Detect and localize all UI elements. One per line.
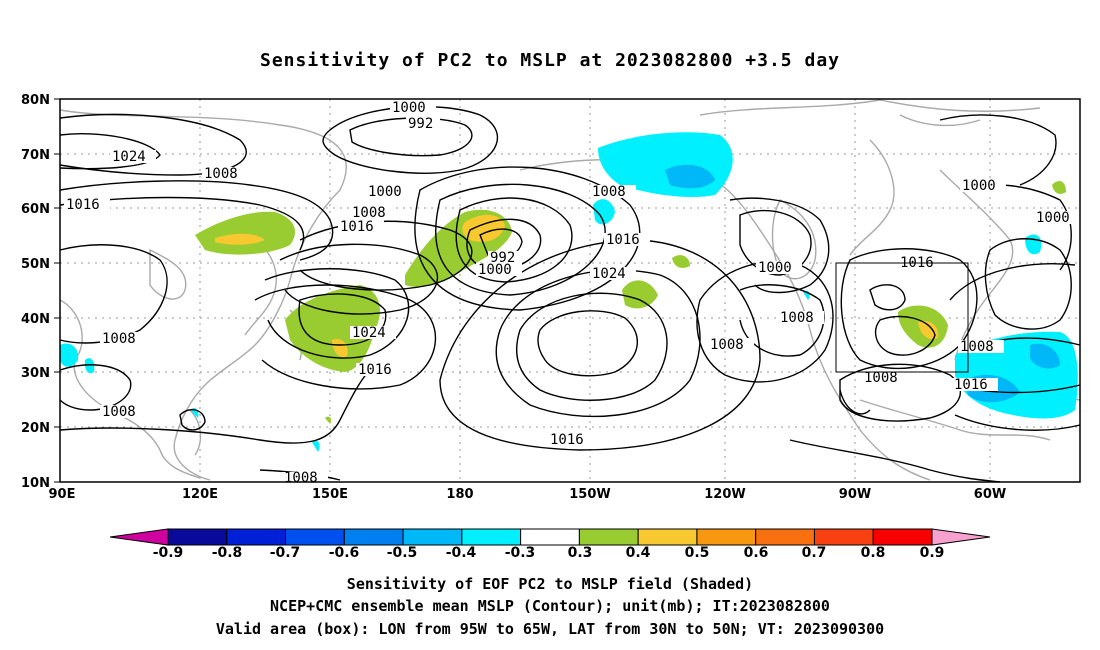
sensitivity-shading	[60, 132, 1078, 452]
contour-label: 1008	[102, 404, 136, 420]
contour-label: 1024	[592, 266, 626, 282]
map-border	[59, 98, 1081, 483]
contour-label: 1000	[962, 178, 996, 194]
caption-valid-area: Valid area (box): LON from 95W to 65W, L…	[215, 620, 885, 638]
lon-label: 180	[446, 487, 473, 502]
contour-label: 1016	[358, 362, 392, 378]
colorbar-cell	[461, 528, 522, 546]
lat-label: 20N	[21, 421, 50, 436]
colorbar-label: -0.6	[329, 545, 360, 561]
contour-label: 1000	[1036, 210, 1070, 226]
contour-label: 1000	[392, 100, 426, 116]
colorbar-cell	[813, 528, 874, 546]
colorbar-label: -0.8	[212, 545, 243, 561]
lon-label: 150E	[312, 487, 348, 502]
lat-label: 10N	[21, 476, 50, 491]
lon-label: 120E	[182, 487, 218, 502]
lat-label: 70N	[21, 148, 50, 163]
lat-label: 80N	[21, 93, 50, 108]
lat-label: 40N	[21, 312, 50, 327]
contour-label: 1000	[758, 260, 792, 276]
longitude-labels: 90E 120E 150E 180 150W 120W 90W 60W	[49, 487, 1007, 502]
map-background	[60, 99, 1080, 482]
colorbar-label: -0.5	[387, 545, 418, 561]
contour-label: 1016	[66, 197, 100, 213]
caption-shading: Sensitivity of EOF PC2 to MSLP field (Sh…	[346, 575, 754, 593]
colorbar-labels: -0.9 -0.8 -0.7 -0.6 -0.5 -0.4 -0.3 0.3 0…	[153, 545, 945, 561]
map-title: Sensitivity of PC2 to MSLP at 2023082800…	[259, 50, 840, 71]
colorbar-label: 0.4	[626, 545, 651, 561]
contour-label: 1016	[606, 232, 640, 248]
colorbar-label: 0.9	[920, 545, 945, 561]
lat-label: 50N	[21, 257, 50, 272]
colorbar-cell	[285, 528, 345, 546]
colorbar: -0.9 -0.8 -0.7 -0.6 -0.5 -0.4 -0.3 0.3 0…	[109, 528, 991, 561]
contour-label: 992	[408, 116, 433, 132]
contour-label: 1008	[960, 339, 994, 355]
colorbar-label: 0.3	[568, 545, 593, 561]
contour-label: 1008	[710, 337, 744, 353]
contour-label: 1008	[284, 470, 318, 486]
colorbar-cell	[872, 528, 933, 546]
lon-label: 60W	[974, 487, 1006, 502]
colorbar-label: -0.4	[446, 545, 477, 561]
colorbar-cell	[343, 528, 404, 546]
contour-label: 1008	[864, 370, 898, 386]
colorbar-cell	[755, 528, 815, 546]
lat-label: 60N	[21, 202, 50, 217]
contour-label: 1008	[592, 184, 626, 200]
lon-label: 120W	[704, 487, 745, 502]
latitude-labels: 80N 70N 60N 50N 40N 30N 20N 10N	[21, 93, 50, 491]
latitude-ticks	[54, 98, 60, 483]
contour-label: 1008	[780, 310, 814, 326]
lon-label: 90E	[49, 487, 76, 502]
colorbar-cell	[402, 528, 463, 546]
lon-label: 150W	[569, 487, 610, 502]
colorbar-cell	[167, 528, 228, 546]
colorbar-label: 0.6	[744, 545, 769, 561]
contour-label: 992	[490, 250, 515, 266]
colorbar-label: 0.7	[802, 545, 827, 561]
contour-label: 1016	[954, 377, 988, 393]
contour-label: 1008	[102, 331, 136, 347]
contour-label: 1024	[112, 149, 146, 165]
caption-contour: NCEP+CMC ensemble mean MSLP (Contour); u…	[270, 597, 830, 615]
colorbar-max-arrow	[931, 528, 991, 546]
colorbar-cell	[226, 528, 287, 546]
contour-label: 1008	[352, 205, 386, 221]
colorbar-label: -0.3	[505, 545, 536, 561]
contour-label: 1024	[352, 325, 386, 341]
contour-label: 1016	[550, 432, 584, 448]
lon-label: 90W	[839, 487, 871, 502]
colorbar-cell	[520, 528, 580, 546]
colorbar-label: -0.7	[270, 545, 301, 561]
contour-label: 1000	[478, 262, 512, 278]
colorbar-min-arrow	[109, 528, 169, 546]
contour-labels: 1000 992 1024 1008 1016 1000 1008 1016 9…	[64, 100, 1080, 486]
colorbar-cell	[578, 528, 639, 546]
colorbar-cell	[696, 528, 757, 546]
colorbar-label: 0.8	[861, 545, 886, 561]
colorbar-label: -0.9	[153, 545, 184, 561]
contour-label: 1008	[204, 166, 238, 182]
valid-area-box	[835, 262, 969, 373]
contour-label: 1000	[368, 184, 402, 200]
contour-label: 1016	[340, 219, 374, 235]
colorbar-label: 0.5	[685, 545, 710, 561]
colorbar-cell	[637, 528, 698, 546]
lat-label: 30N	[21, 366, 50, 381]
